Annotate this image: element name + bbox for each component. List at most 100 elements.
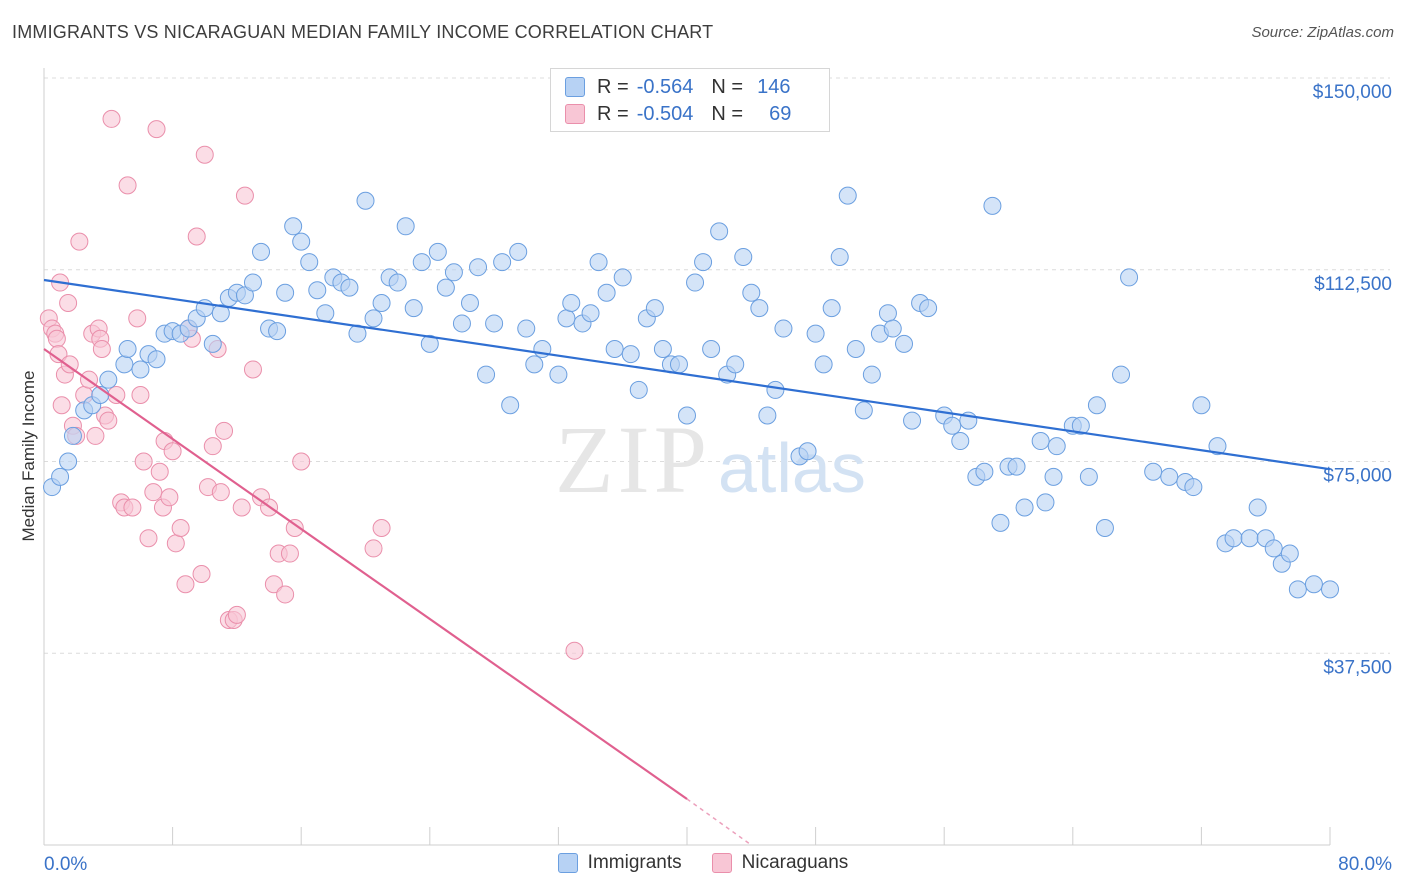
y-tick-labels: $37,500 $75,000 $112,500 $150,000 — [1313, 82, 1392, 678]
x-tick-labels: 0.0% 80.0% — [44, 854, 1392, 875]
immigrants-point — [1044, 467, 1063, 486]
legend-item-nicaraguans: Nicaraguans — [711, 852, 849, 874]
nicaraguans-point — [176, 575, 195, 594]
y-tick-label: $37,500 — [1323, 657, 1392, 678]
nicaraguans-point — [144, 483, 163, 502]
immigrants-point — [1192, 396, 1211, 415]
nicaraguans-point — [52, 396, 71, 415]
nicaraguans-point — [102, 109, 121, 128]
immigrants-point — [525, 355, 544, 374]
chart-title: IMMIGRANTS VS NICARAGUAN MEDIAN FAMILY I… — [12, 22, 714, 42]
nicaraguans-point — [187, 227, 206, 246]
immigrants-point — [597, 283, 616, 302]
immigrants-point — [428, 242, 447, 261]
nicaraguans-point — [565, 641, 584, 660]
immigrants-point — [1280, 544, 1299, 563]
immigrants-point — [501, 396, 520, 415]
immigrants-point — [975, 462, 994, 481]
legend-r-value: -0.504 — [636, 102, 694, 125]
immigrants-point — [726, 355, 745, 374]
immigrants-point — [613, 268, 632, 287]
immigrants-point — [806, 324, 825, 343]
legend-n-value: 69 — [769, 102, 792, 125]
immigrants-points — [43, 186, 1339, 599]
immigrants-trend-line — [43, 278, 1331, 471]
immigrants-point — [1288, 580, 1307, 599]
nicaraguans-swatch — [711, 853, 732, 873]
immigrants-swatch — [557, 853, 578, 873]
immigrants-point — [669, 355, 688, 374]
nicaraguans-point — [123, 498, 142, 517]
immigrants-point — [822, 299, 841, 318]
immigrants-point — [1007, 457, 1026, 476]
nicaraguans-point — [264, 575, 283, 594]
immigrants-point — [702, 340, 721, 359]
nicaraguans-point — [118, 176, 137, 195]
immigrants-point — [1208, 437, 1227, 456]
immigrants-point — [1144, 462, 1163, 481]
nicaraguans-point — [128, 309, 147, 328]
nicaraguans-points — [39, 109, 584, 660]
nicaraguans-trend-line — [43, 348, 688, 800]
nicaraguans-point — [47, 329, 66, 348]
immigrants-point — [734, 247, 753, 266]
immigrants-point — [412, 253, 431, 272]
immigrants-point — [1184, 478, 1203, 497]
immigrants-point — [678, 406, 696, 425]
immigrants-point — [798, 442, 817, 461]
nicaraguans-point — [280, 544, 299, 563]
immigrants-point — [758, 406, 777, 425]
immigrants-point — [1031, 432, 1050, 451]
immigrants-point — [118, 340, 137, 359]
immigrants-point — [878, 304, 897, 323]
series-legend: Immigrants Nicaraguans — [0, 852, 1406, 874]
immigrants-point — [63, 426, 82, 445]
immigrants-point — [243, 273, 262, 292]
nicaraguans-point — [99, 411, 118, 430]
legend-r-label: R = — [597, 102, 629, 125]
immigrants-point — [276, 283, 295, 302]
nicaraguans-point — [59, 293, 78, 312]
immigrants-point — [396, 217, 415, 236]
immigrants-point — [766, 380, 785, 399]
source-label: Source: ZipAtlas.com — [1251, 24, 1394, 41]
immigrants-point — [509, 242, 528, 261]
immigrants-point — [1264, 539, 1283, 558]
nicaraguans-point — [195, 145, 214, 164]
nicaraguans-point — [134, 452, 153, 471]
immigrants-point — [388, 273, 407, 292]
legend-label-nicaraguans: Nicaraguans — [741, 852, 849, 873]
immigrants-point — [300, 253, 319, 272]
watermark-atlas: atlas — [718, 429, 866, 507]
immigrants-point — [814, 355, 833, 374]
immigrants-point — [1015, 498, 1034, 517]
immigrants-point — [517, 319, 536, 338]
immigrants-point — [629, 380, 648, 399]
trend-lines — [43, 278, 1331, 846]
y-tick-label: $112,500 — [1314, 274, 1392, 295]
stats-legend: R = -0.564 N = 146 R = -0.504 N = 69 — [550, 68, 830, 132]
immigrants-point — [203, 334, 222, 353]
nicaraguans-point — [235, 186, 254, 205]
immigrants-point — [1321, 580, 1339, 599]
immigrants-point — [1120, 268, 1139, 287]
immigrants-point — [943, 416, 962, 435]
immigrants-point — [742, 283, 761, 302]
legend-row-nicaraguans: R = -0.504 N = 69 — [565, 101, 791, 127]
immigrants-point — [308, 281, 327, 300]
immigrants-point — [1224, 529, 1243, 548]
nicaraguans-point — [211, 483, 230, 502]
nicaraguans-point — [292, 452, 311, 471]
immigrants-point — [211, 304, 230, 323]
immigrants-point — [589, 253, 608, 272]
immigrants-point — [903, 411, 922, 430]
watermark-zip: ZIP — [555, 406, 711, 513]
legend-r-value: -0.564 — [636, 75, 694, 98]
immigrants-point — [774, 319, 793, 338]
legend-item-immigrants: Immigrants — [557, 852, 682, 874]
immigrants-point — [131, 360, 150, 379]
immigrants-point — [951, 432, 970, 451]
x-tick-label: 80.0% — [1338, 854, 1392, 875]
nicaraguans-point — [215, 421, 234, 440]
